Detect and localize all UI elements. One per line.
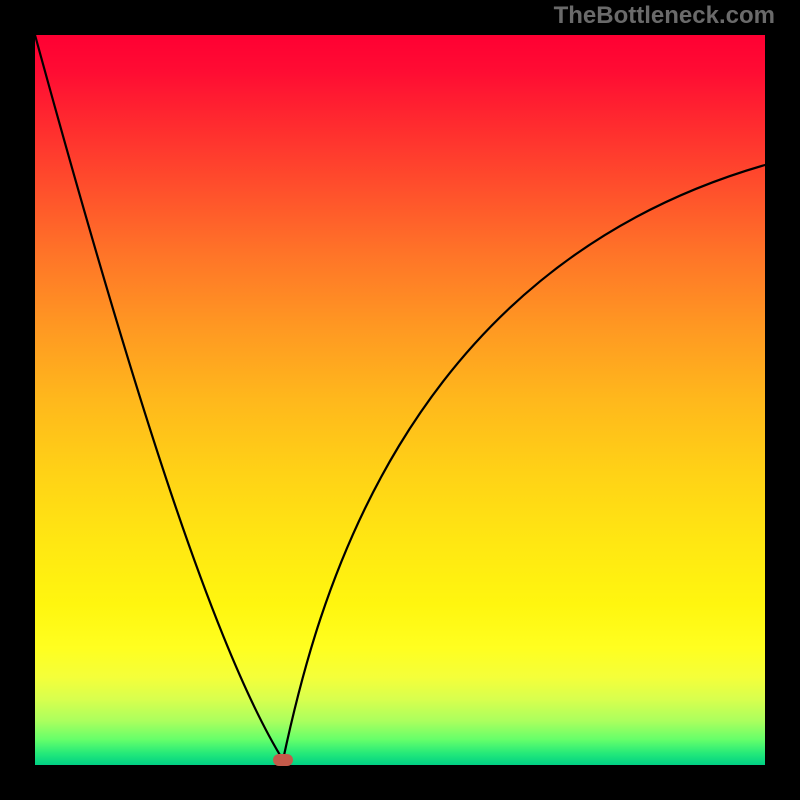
plot-gradient-area [35, 35, 765, 765]
chart-container: TheBottleneck.com [0, 0, 800, 800]
watermark-text: TheBottleneck.com [554, 2, 775, 30]
minimum-marker [273, 754, 293, 766]
